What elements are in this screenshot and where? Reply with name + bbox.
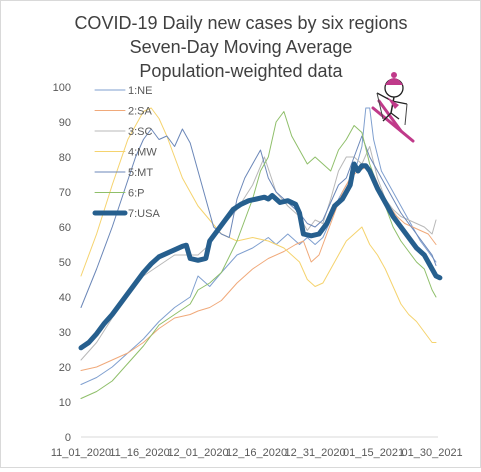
x-axis: 11_01_202011_16_202012_01_202012_16_2020… [51,436,463,459]
y-tick-label: 100 [53,82,71,94]
title-line-3: Population-weighted data [139,61,343,81]
series-line-mw [80,107,437,343]
series-line-sc [80,146,437,361]
title-line-2: Seven-Day Moving Average [130,37,353,57]
y-tick-label: 30 [59,327,71,339]
skier-icon [371,72,415,143]
legend-label: 4:MW [128,147,157,159]
legend-label: 1:NE [128,85,152,97]
y-axis: 0 10 20 30 40 50 60 70 80 90 100 [53,82,71,444]
y-tick-label: 20 [59,362,71,374]
legend-label: 7:USA [128,208,160,220]
series-line-mt [80,128,437,308]
y-tick-label: 70 [59,187,71,199]
legend-label: 6:P [128,188,145,200]
x-tick-label: 12_01_2020 [167,447,228,459]
x-tick-label: 11_01_2020 [51,447,111,459]
legend-label: 2:SA [128,106,153,118]
series-line-usa [78,161,443,351]
x-tick-label: 01_15_2021 [343,447,404,459]
x-tick-label: 12_31_2020 [284,447,345,459]
legend: 1:NE 2:SA 3:SC 4:MW 5:MT 6:P 7:USA [92,85,160,220]
y-tick-label: 90 [59,117,71,129]
y-tick-label: 0 [65,432,71,444]
series-line-p [80,111,437,399]
y-tick-label: 80 [59,152,71,164]
legend-label: 5:MT [128,167,153,179]
series-line-sa [80,167,437,371]
series-line-ne [80,107,437,385]
x-tick-label: 11_16_2020 [109,447,169,459]
x-tick-label: 12_16_2020 [226,447,287,459]
y-tick-label: 10 [59,397,71,409]
y-tick-label: 50 [59,257,71,269]
legend-label: 3:SC [128,126,153,138]
y-tick-label: 40 [59,292,71,304]
series-lines [78,107,443,399]
title-line-1: COVID-19 Daily new cases by six regions [74,13,407,33]
x-tick-label: 01_30_2021 [402,447,463,459]
chart-title: COVID-19 Daily new cases by six regions … [74,13,407,81]
y-tick-label: 60 [59,222,71,234]
